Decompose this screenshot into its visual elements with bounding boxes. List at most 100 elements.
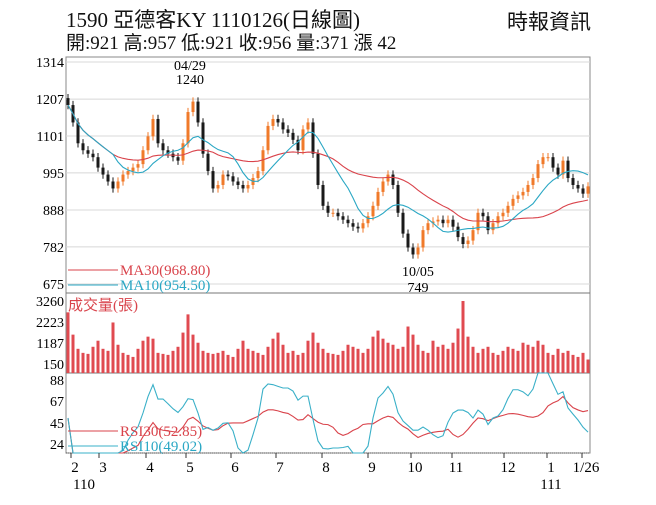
volume-bar	[466, 336, 470, 373]
volume-bar	[496, 354, 500, 373]
month-label: 12	[501, 460, 516, 476]
candle-body	[581, 188, 585, 194]
candle-body	[331, 212, 335, 214]
candle-body	[501, 212, 505, 217]
rsi-panel: 88 67 45 24	[50, 372, 589, 454]
volume-bar	[366, 348, 370, 373]
rsi-tick-label: 88	[50, 374, 64, 389]
volume-bar	[181, 332, 185, 373]
price-tick-label: 782	[43, 241, 64, 256]
candle-body	[176, 157, 180, 161]
candle-body	[136, 164, 140, 168]
candle-body	[276, 118, 280, 123]
volume-bar	[151, 338, 155, 373]
volume-panel: 3260 2223 1187 150	[36, 295, 590, 373]
volume-bar	[101, 348, 105, 373]
volume-bar	[321, 348, 325, 373]
volume-bar	[166, 354, 170, 373]
volume-bar	[106, 350, 110, 373]
volume-bar	[126, 354, 130, 373]
volume-title: 成交量(張)	[68, 296, 138, 314]
ma30-legend: MA30(968.80)	[120, 263, 210, 279]
candle-body	[241, 184, 245, 189]
candle-body	[141, 150, 145, 165]
volume-bar	[476, 352, 480, 373]
volume-bar	[266, 346, 270, 373]
volume-bar	[361, 352, 365, 373]
candle-body	[551, 157, 555, 168]
candle-body	[556, 167, 560, 175]
ma10-legend: MA10(954.50)	[120, 278, 210, 294]
candle-body	[496, 216, 500, 224]
candle-body	[66, 98, 70, 106]
candle-body	[226, 174, 230, 177]
candle-body	[441, 219, 445, 224]
volume-bar	[131, 356, 135, 373]
year-label: 110	[73, 477, 95, 493]
candle-body	[486, 216, 490, 231]
volume-bar	[421, 350, 425, 373]
volume-bar	[176, 346, 180, 373]
price-tick-label: 675	[43, 278, 64, 293]
candle-body	[281, 122, 285, 130]
candle-body	[461, 237, 465, 245]
month-label: 1	[547, 460, 555, 476]
volume-bar	[471, 346, 475, 373]
rsi30-legend: RSI30(52.85)	[120, 424, 202, 440]
volume-bar	[231, 356, 235, 373]
candle-body	[466, 240, 470, 245]
candle-body	[256, 171, 260, 179]
candle-body	[471, 230, 475, 241]
candle-body	[536, 164, 540, 179]
volume-bar	[571, 354, 575, 373]
candle-body	[481, 212, 485, 217]
ma10-line	[67, 104, 589, 233]
low-annotation-date: 10/05	[402, 265, 434, 280]
candle-body	[401, 212, 405, 234]
volume-tick-label: 1187	[37, 337, 64, 352]
volume-bar	[391, 344, 395, 373]
candle-body	[261, 150, 265, 172]
month-label: 7	[276, 460, 284, 476]
month-label: 6	[231, 460, 239, 476]
candle-body	[91, 153, 95, 158]
volume-bar	[566, 350, 570, 373]
price-panel: 1314 1207 1101 995 888 782 675	[36, 56, 590, 293]
candle-body	[351, 223, 355, 227]
candle-body	[101, 167, 105, 175]
volume-bar	[261, 354, 265, 373]
volume-bar	[356, 348, 360, 373]
price-tick-label: 1314	[36, 56, 64, 71]
candle-body	[151, 118, 155, 137]
candle-body	[586, 186, 590, 194]
volume-bar	[311, 332, 315, 373]
candle-body	[546, 157, 550, 159]
x-axis: 2 3 4 5 6 7 8 9 10 11 12 1 1/26 110 111	[70, 453, 600, 493]
volume-bar	[441, 344, 445, 373]
candle-body	[396, 184, 400, 213]
volume-bar	[66, 312, 70, 373]
volume-bar	[481, 348, 485, 373]
candle-body	[221, 174, 225, 185]
volume-tick-label: 150	[43, 358, 64, 373]
candle-body	[146, 136, 150, 151]
volume-bar	[211, 353, 215, 373]
volume-bar	[171, 350, 175, 373]
candle-body	[511, 198, 515, 206]
volume-bar	[461, 301, 465, 373]
volume-bar	[286, 352, 290, 373]
volume-bar	[526, 344, 530, 373]
volume-bar	[406, 326, 410, 373]
volume-tick-label: 3260	[36, 295, 64, 310]
candle-body	[376, 191, 380, 206]
volume-bar	[296, 354, 300, 373]
candle-body	[201, 122, 205, 154]
candle-body	[96, 157, 100, 168]
volume-bar	[426, 352, 430, 373]
volume-bar	[561, 352, 565, 373]
volume-bar	[86, 353, 90, 373]
candle-body	[451, 219, 455, 227]
volume-bar	[71, 334, 75, 373]
volume-bar	[326, 352, 330, 373]
candle-body	[236, 181, 240, 185]
